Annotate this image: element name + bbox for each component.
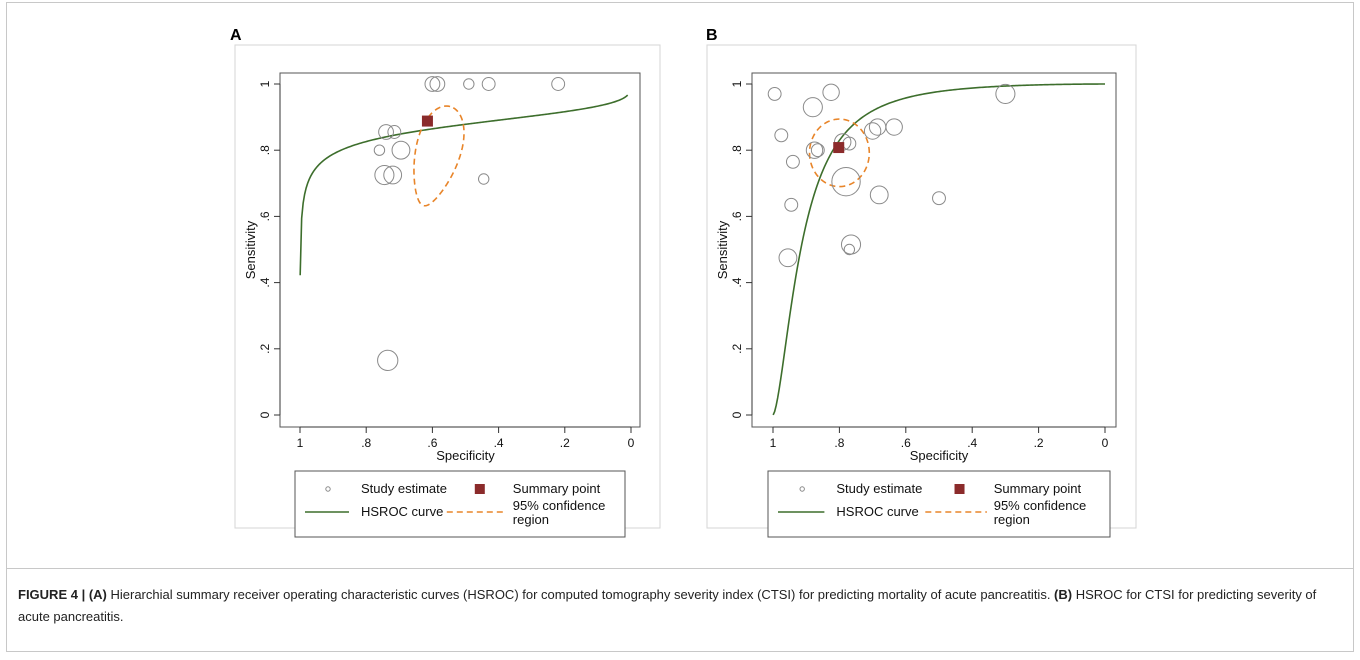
figure-frame — [6, 2, 1354, 652]
confidence-region-b — [808, 118, 871, 188]
x-tick-label-b: .4 — [967, 436, 977, 450]
panel-label-a: A — [230, 27, 242, 44]
plot-area-b — [751, 72, 1117, 428]
study-estimate-point-b — [778, 248, 798, 268]
legend-summary-point-symbol-b — [954, 484, 965, 494]
y-tick-label-a: .8 — [258, 145, 272, 155]
y-tick-label-a: .6 — [258, 211, 272, 221]
study-estimate-point-b — [805, 141, 824, 159]
caption-a-text: Hierarchial summary receiver operating c… — [106, 587, 1055, 602]
legend-study-estimate-label-b: Study estimate — [836, 481, 922, 496]
study-estimate-point-a — [387, 125, 402, 139]
x-tick-label-a: .6 — [427, 436, 437, 450]
study-estimate-point-b — [767, 86, 782, 101]
caption-label: FIGURE 4 | — [18, 587, 86, 602]
study-estimate-point-b — [868, 118, 887, 136]
study-estimate-point-a — [478, 173, 490, 185]
summary-point-a — [421, 115, 433, 127]
y-tick-label-a: 1 — [258, 80, 272, 87]
study-estimate-point-a — [424, 76, 441, 92]
study-estimate-point-a — [481, 77, 496, 91]
x-tick-label-a: 0 — [628, 436, 635, 450]
study-estimate-point-a — [377, 349, 399, 372]
x-tick-label-a: 1 — [297, 436, 304, 450]
study-estimate-point-b — [842, 136, 857, 151]
y-axis-title-b: Sensitivity — [715, 220, 730, 279]
legend-hsroc-label-a: HSROC curve — [361, 504, 443, 519]
y-tick-label-a: .2 — [258, 343, 272, 353]
study-estimate-point-a — [429, 76, 446, 92]
x-axis-title-b: Specificity — [910, 448, 969, 463]
panel-label-b: B — [706, 27, 718, 44]
figure-caption: FIGURE 4 | (A) Hierarchial summary recei… — [18, 584, 1343, 628]
legend-hsroc-label-b: HSROC curve — [836, 504, 918, 519]
study-estimate-point-b — [843, 243, 856, 256]
study-estimate-point-b — [810, 143, 825, 158]
y-tick-label-b: .2 — [730, 343, 744, 353]
x-tick-label-b: 0 — [1102, 436, 1109, 450]
study-estimate-point-b — [785, 154, 800, 169]
y-tick-label-b: .4 — [730, 277, 744, 287]
y-tick-label-b: .6 — [730, 211, 744, 221]
caption-b-marker: (B) — [1054, 587, 1073, 602]
study-estimate-point-b — [869, 185, 889, 205]
legend-confidence-label-line1-a: 95% confidence — [513, 498, 606, 513]
study-estimate-point-a — [373, 144, 386, 156]
study-estimate-point-b — [802, 97, 823, 118]
study-estimate-point-a — [463, 78, 475, 90]
summary-point-b — [833, 142, 845, 154]
legend-study-estimate-symbol-b — [799, 486, 805, 492]
y-tick-label-b: 1 — [730, 80, 744, 87]
study-estimate-point-b — [784, 197, 799, 212]
caption-a-marker: (A) — [88, 587, 107, 602]
study-estimate-point-a — [374, 164, 395, 186]
legend-box-a — [294, 470, 626, 538]
legend-summary-point-label-b: Summary point — [994, 481, 1082, 496]
study-estimate-point-b — [932, 191, 946, 206]
confidence-region-a — [413, 105, 465, 207]
legend-summary-point-label-a: Summary point — [513, 481, 601, 496]
x-tick-label-a: .8 — [361, 436, 371, 450]
y-tick-label-a: .4 — [258, 277, 272, 287]
legend-box-b — [767, 470, 1111, 538]
y-tick-label-b: .8 — [730, 145, 744, 155]
hsroc-chart-a: A 1 .8 .6 .4 .2 0 0 .2 .4 .6 .8 1 Specificity Sensitiv… — [230, 27, 661, 538]
study-estimate-point-b — [995, 83, 1016, 104]
legend-study-estimate-symbol-a — [325, 486, 331, 492]
legend-confidence-label-line2-b: region — [994, 512, 1030, 527]
study-estimate-point-a — [391, 140, 411, 160]
hsroc-curve-b — [772, 83, 1105, 416]
legend-summary-point-symbol-a — [474, 484, 485, 494]
caption-b-text: HSROC for CTSI for predicting severity o… — [18, 587, 1317, 624]
study-estimate-point-b — [831, 166, 861, 197]
study-estimate-point-a — [378, 124, 394, 140]
legend-confidence-label-line1-b: 95% confidence — [994, 498, 1087, 513]
study-estimate-point-b — [863, 122, 882, 140]
study-estimate-point-b — [774, 128, 789, 143]
y-axis-title-a: Sensitivity — [243, 220, 258, 279]
x-axis-title-a: Specificity — [436, 448, 495, 463]
x-tick-label-a: .4 — [494, 436, 504, 450]
hsroc-chart-b: B 1 .8 .6 .4 .2 0 0 .2 .4 .6 .8 1 Specificity Sensitiv… — [706, 27, 1137, 538]
legend-study-estimate-label-a: Study estimate — [361, 481, 447, 496]
x-tick-label-b: .6 — [901, 436, 911, 450]
study-estimate-point-b — [822, 83, 840, 101]
x-tick-label-b: .8 — [834, 436, 844, 450]
study-estimate-point-b — [885, 118, 903, 136]
study-estimate-point-a — [551, 77, 566, 91]
study-estimate-point-a — [383, 165, 403, 185]
y-tick-label-a: 0 — [258, 411, 272, 418]
caption-divider — [6, 568, 1354, 569]
x-tick-label-b: .2 — [1034, 436, 1044, 450]
legend-confidence-label-line2-a: region — [513, 512, 549, 527]
y-tick-label-b: 0 — [730, 411, 744, 418]
x-tick-label-b: 1 — [770, 436, 777, 450]
x-tick-label-a: .2 — [560, 436, 570, 450]
